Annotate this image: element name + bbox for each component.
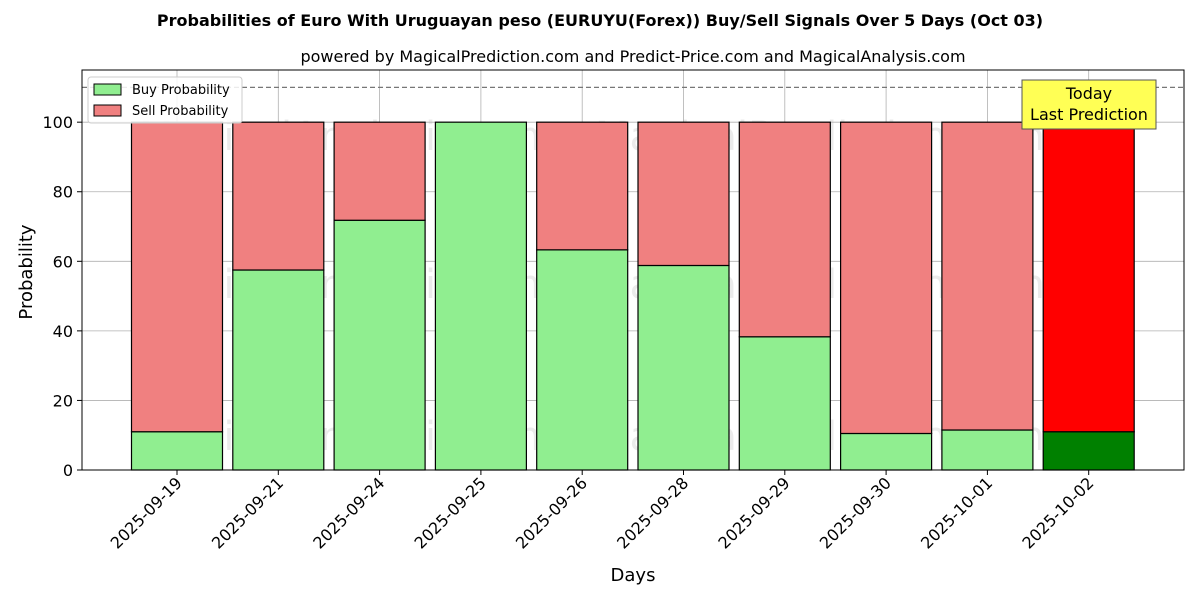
bar-buy [434, 121, 527, 471]
y-tick-label: 60 [53, 252, 73, 271]
chart-subtitle: powered by MagicalPrediction.com and Pre… [300, 47, 965, 66]
x-tick-label: 2025-09-30 [816, 473, 895, 552]
bar-sell [941, 121, 1034, 431]
y-axis-label: Probability [16, 224, 37, 319]
bar-buy [130, 431, 224, 471]
annotation-line1: Today [1065, 84, 1112, 103]
legend-swatch [93, 83, 122, 96]
x-tick-label: 2025-10-01 [917, 473, 996, 552]
x-tick-label: 2025-09-21 [208, 473, 287, 552]
y-tick-label: 80 [53, 183, 73, 202]
bar-buy [536, 249, 629, 471]
bar-buy [1042, 431, 1135, 471]
bar-sell [536, 121, 629, 251]
legend: Buy Probability Sell Probability [87, 76, 243, 124]
y-tick-label: 0 [63, 461, 73, 480]
x-tick-label: 2025-09-24 [309, 473, 388, 552]
legend-swatch [93, 104, 122, 117]
bar-sell [1042, 121, 1135, 433]
y-tick-label: 20 [53, 391, 73, 410]
bar-buy [839, 432, 933, 471]
x-tick-label: 2025-09-29 [714, 473, 793, 552]
y-tick-label: 40 [53, 322, 73, 341]
bar-sell [333, 121, 426, 221]
plot-frame [81, 69, 1185, 471]
today-annotation: Today Last Prediction [1021, 79, 1157, 130]
bars-layer [82, 86, 1184, 471]
bar-sell [130, 121, 224, 433]
x-tick-label: 2025-09-25 [411, 473, 490, 552]
bar-buy [232, 269, 325, 471]
bar-sell [637, 121, 730, 267]
chart-title: Probabilities of Euro With Uruguayan pes… [157, 11, 1043, 30]
bar-buy [637, 264, 730, 471]
bar-buy [941, 429, 1034, 471]
bar-buy [738, 336, 831, 471]
legend-label: Buy Probability [132, 83, 230, 98]
x-tick-label: 2025-10-02 [1018, 473, 1097, 552]
annotation-box [1021, 79, 1157, 130]
x-axis-label: Days [611, 565, 656, 586]
bar-sell [839, 121, 933, 435]
bar-sell [738, 121, 831, 338]
x-tick-label: 2025-09-19 [107, 473, 186, 552]
legend-label: Sell Probability [132, 104, 229, 119]
y-tick-label: 100 [42, 113, 73, 132]
legend-box [87, 76, 243, 124]
bar-sell [232, 121, 325, 271]
x-tick-label: 2025-09-26 [512, 473, 591, 552]
bar-buy [333, 219, 426, 471]
x-tick-label: 2025-09-28 [613, 473, 692, 552]
annotation-line2: Last Prediction [1030, 105, 1148, 124]
